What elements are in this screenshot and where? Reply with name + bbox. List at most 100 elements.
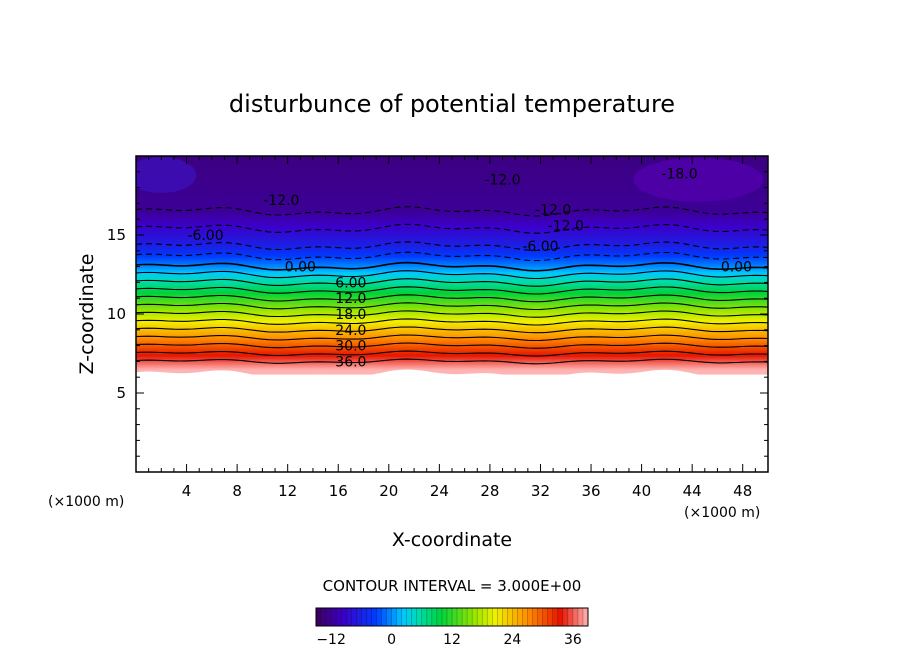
colorbar-cell	[577, 608, 584, 626]
x-tick-label: 28	[480, 482, 499, 500]
field-strip	[136, 183, 768, 187]
field-strip	[136, 311, 768, 315]
field-strip	[136, 322, 768, 326]
y-axis: 5 10 15	[107, 171, 768, 457]
colorbar-cell	[522, 608, 528, 626]
field-strip	[136, 185, 768, 189]
field-strip	[136, 307, 768, 310]
colorbar-cell	[441, 608, 448, 626]
contour-line	[136, 261, 768, 272]
field-strip	[136, 207, 768, 211]
x-unit-right: (×1000 m)	[684, 505, 760, 521]
field-strip	[136, 270, 768, 274]
contour-label: 0.00	[285, 260, 316, 276]
x-tick-label: 24	[430, 482, 449, 500]
field-strip	[136, 164, 768, 168]
contour-line	[136, 334, 768, 342]
colorbar-cell	[467, 608, 473, 626]
contour-line	[136, 278, 768, 287]
colorbar-tick-label: 24	[504, 632, 522, 648]
field-strip	[136, 160, 768, 163]
x-axis: 4 8 12 16 20 24 28 32 36 40 44 48	[148, 156, 756, 500]
field-strip	[136, 283, 768, 287]
field-strip	[136, 370, 768, 373]
field-strip	[136, 169, 768, 173]
colorbar-tick-label: 0	[387, 632, 396, 648]
field-strip	[136, 240, 768, 244]
colorbar-cell	[336, 608, 342, 626]
field-strip	[136, 324, 768, 328]
field-strip	[136, 176, 768, 179]
field-strip	[136, 286, 768, 290]
field-strip	[136, 330, 768, 334]
colorbar-cell	[517, 608, 523, 626]
field-strip	[136, 329, 768, 332]
x-tick-label: 36	[581, 482, 600, 500]
colorbar-cell	[321, 608, 327, 626]
field-strip	[136, 256, 768, 260]
field-strip	[136, 166, 768, 170]
contour-label: 6.00	[335, 275, 366, 291]
field-strip	[136, 264, 768, 268]
field-strip	[136, 171, 768, 174]
field-strip	[136, 174, 768, 178]
colorbar-cell	[562, 608, 569, 626]
colorbar-cell	[572, 608, 579, 626]
field-strip	[136, 343, 768, 347]
contour-line	[136, 251, 768, 262]
colorbar-cell	[446, 608, 453, 626]
x-tick-label: 12	[278, 482, 297, 500]
chart-title: disturbunce of potential temperature	[229, 90, 675, 118]
field-strip	[136, 277, 768, 280]
x-tick-label: 20	[379, 482, 398, 500]
contour-label: 30.0	[335, 339, 366, 355]
contour-line	[136, 350, 768, 357]
field-strip	[136, 357, 768, 361]
contour-label: 18.0	[335, 307, 366, 323]
colorbar-cell	[341, 608, 347, 626]
field-strip	[136, 349, 768, 353]
colorbar-cell	[462, 608, 468, 626]
field-strip	[136, 212, 768, 215]
x-axis-label: X-coordinate	[392, 529, 512, 551]
colorbar-cell	[502, 608, 508, 626]
field-strip	[136, 297, 768, 301]
field-strip	[136, 220, 768, 223]
field-strip	[136, 177, 768, 181]
field-strip	[136, 262, 768, 266]
field-strip	[136, 218, 768, 222]
field-strip	[136, 229, 768, 233]
colorbar-cell	[386, 608, 392, 626]
field-strip	[136, 365, 768, 369]
field-strip	[136, 190, 768, 193]
colorbar-cell	[452, 608, 458, 626]
colorbar-cell	[537, 608, 543, 626]
colorbar-cell	[356, 608, 362, 626]
x-tick-label: 4	[182, 482, 192, 500]
field-strip	[136, 315, 768, 318]
field-strip	[136, 319, 768, 323]
field-strip	[136, 226, 768, 230]
contour-label: 36.0	[335, 354, 366, 370]
field-strip	[136, 253, 768, 257]
colorbar-cell	[477, 608, 483, 626]
field-strip	[136, 316, 768, 320]
y-tick-label: 10	[107, 305, 126, 323]
field-strip	[136, 367, 768, 370]
colorbar: −12 0 12 24 36	[315, 607, 589, 648]
field-strip	[136, 292, 768, 296]
field-strip	[136, 269, 768, 272]
colorbar-cell	[416, 608, 423, 626]
field-strip	[136, 255, 768, 258]
field-strip	[136, 221, 768, 225]
contour-label: 0.00	[721, 260, 752, 276]
field-strip	[136, 353, 768, 356]
temperature-field	[136, 156, 768, 472]
x-tick-label: 40	[632, 482, 651, 500]
field-strip	[136, 364, 768, 367]
colorbar-cell	[371, 608, 377, 626]
colorbar-cell	[487, 608, 493, 626]
contour-label: -6.00	[522, 239, 558, 255]
field-strip	[136, 248, 768, 252]
field-strip	[136, 313, 768, 317]
